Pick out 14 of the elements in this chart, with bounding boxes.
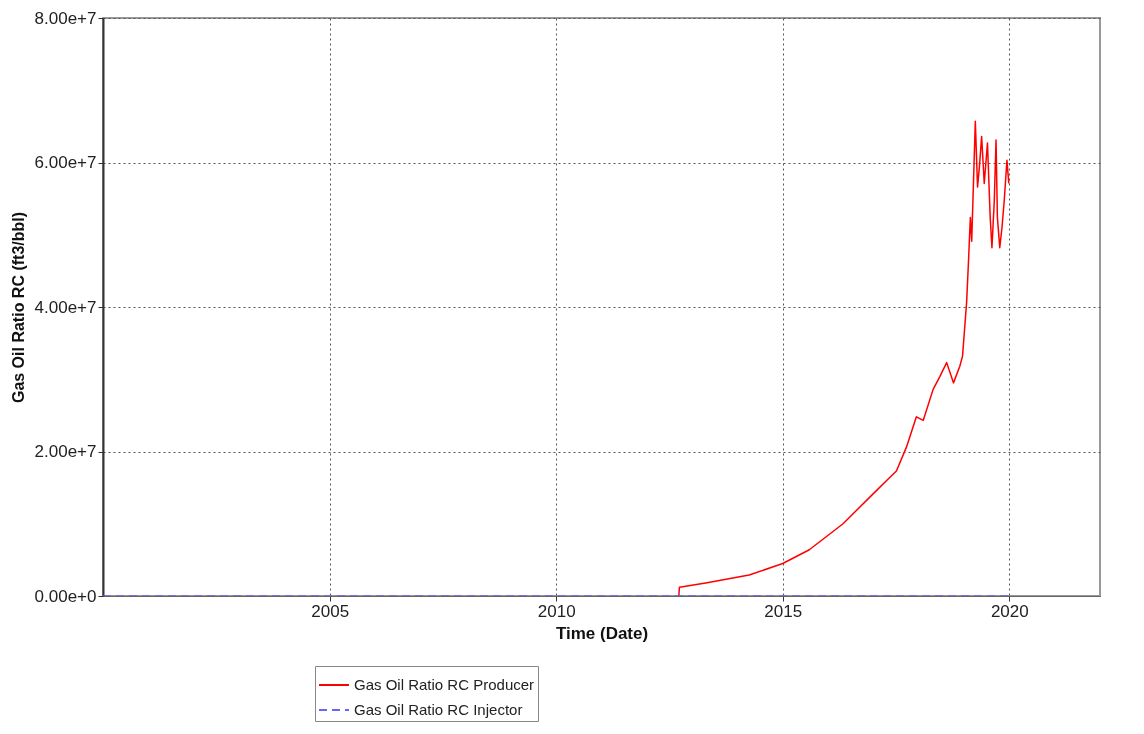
x-tick-label: 2020 — [990, 601, 1029, 621]
legend-label: Gas Oil Ratio RC Producer — [354, 676, 535, 693]
legend-label: Gas Oil Ratio RC Injector — [354, 701, 523, 718]
x-axis-title: Time (Date) — [555, 623, 649, 643]
y-tick-label: 6.00e+7 — [34, 153, 97, 172]
y-tick-label: 8.00e+7 — [34, 8, 97, 28]
x-tick-label: 2015 — [764, 601, 803, 621]
x-tick-label: 2010 — [537, 601, 576, 621]
y-tick-label: 4.00e+7 — [34, 297, 97, 317]
y-tick-label: 0.00e+0 — [34, 586, 97, 606]
line-series — [678, 120, 1010, 596]
y-tick-label: 2.00e+7 — [34, 442, 97, 461]
y-axis-title: Gas Oil Ratio RC (ft3/bbl) — [9, 211, 27, 404]
x-tick-label: 2005 — [311, 601, 350, 621]
